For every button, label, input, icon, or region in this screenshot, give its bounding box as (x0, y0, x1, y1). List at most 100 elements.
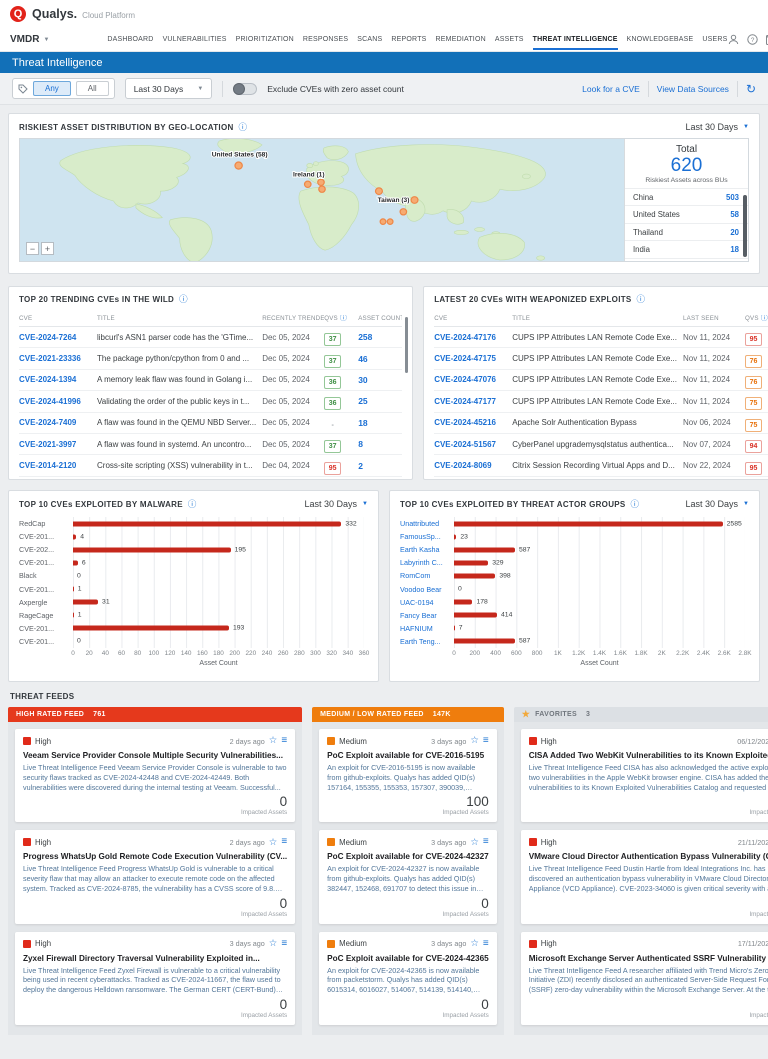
chart-bar[interactable] (454, 612, 498, 618)
geo-country-row[interactable]: India 18 (625, 240, 748, 258)
cve-link[interactable]: CVE-2021-3997 (19, 439, 77, 449)
star-icon[interactable]: ☆ (268, 836, 278, 848)
chart-bar[interactable] (454, 599, 473, 605)
asset-count-link[interactable]: 258 (358, 332, 373, 343)
column-header-qvs[interactable]: QVS ⓘ (324, 314, 348, 322)
nav-threat-intelligence[interactable]: THREAT INTELLIGENCE (532, 30, 618, 50)
chart-bar[interactable] (73, 521, 342, 527)
feed-card-title[interactable]: Zyxel Firewall Directory Traversal Vulne… (23, 953, 260, 963)
asset-count-link[interactable]: 18 (358, 417, 368, 428)
exclude-zero-assets-toggle[interactable] (233, 82, 258, 95)
chart-category-label[interactable]: CVE-201... (19, 532, 55, 542)
chart-category-label[interactable]: Earth Teng... (400, 636, 441, 646)
chart-bar[interactable] (454, 534, 457, 540)
nav-responses[interactable]: RESPONSES (302, 35, 349, 43)
cve-link[interactable]: CVE-2014-2120 (19, 461, 77, 471)
cve-link[interactable]: CVE-2021-23336 (19, 354, 81, 364)
star-icon[interactable]: ☆ (268, 937, 278, 949)
info-icon[interactable]: ⓘ (339, 314, 348, 322)
impacted-assets-count[interactable]: 100 (466, 794, 489, 810)
geo-date-range-select[interactable]: Last 30 Days ▼ (686, 122, 749, 132)
nav-assets[interactable]: ASSETS (494, 35, 524, 43)
info-icon[interactable]: ⓘ (179, 294, 188, 305)
asset-count-link[interactable]: 25 (358, 396, 368, 407)
feed-card-title[interactable]: PoC Exploit available for CVE-2024-42365 (327, 953, 489, 963)
chart-bar[interactable] (73, 599, 99, 605)
nav-users[interactable]: USERS (702, 35, 728, 43)
chart-bar[interactable] (73, 625, 229, 631)
chart-category-label[interactable]: Black (19, 571, 37, 581)
feed-card[interactable]: High 2 days ago ☆ ≡ Progress WhatsUp Gold Re… (15, 830, 296, 924)
cve-link[interactable]: CVE-2024-45216 (434, 418, 497, 428)
impacted-assets-count[interactable]: 0 (529, 896, 768, 911)
date-range-select[interactable]: Last 30 Days ▼ (124, 78, 213, 99)
chart-category-label[interactable]: HAFNIUM (400, 623, 433, 633)
nav-knowledgebase[interactable]: KNOWLEDGEBASE (626, 35, 694, 43)
refresh-icon[interactable]: ↻ (745, 81, 756, 96)
scrollbar[interactable] (743, 195, 747, 257)
chart-bar[interactable] (454, 625, 455, 631)
nav-remediation[interactable]: REMEDIATION (435, 35, 486, 43)
geo-country-row[interactable]: China 503 (625, 187, 748, 206)
chart-category-label[interactable]: CVE-201... (19, 623, 55, 633)
geo-country-row[interactable]: United States 58 (625, 205, 748, 223)
chart-bar[interactable] (73, 560, 78, 566)
geo-country-value[interactable]: 58 (730, 210, 739, 220)
column-header-asset-count[interactable]: ASSET COUNT ↓ (358, 314, 403, 322)
geo-country-row[interactable]: South Korea10 (625, 257, 748, 261)
chart-category-label[interactable]: FamousSp... (400, 532, 441, 542)
chart-category-label[interactable]: CVE-201... (19, 558, 55, 568)
info-icon[interactable]: ⓘ (636, 294, 646, 305)
nav-reports[interactable]: REPORTS (391, 35, 427, 43)
cve-link[interactable]: CVE-2024-47076 (434, 375, 497, 385)
geo-country-value[interactable]: 18 (730, 245, 739, 255)
user-icon[interactable] (728, 34, 739, 45)
impacted-assets-count[interactable]: 2 (529, 997, 768, 1012)
scrollbar[interactable] (404, 317, 409, 373)
menu-icon[interactable]: ≡ (281, 937, 288, 949)
asset-count-link[interactable]: 30 (358, 374, 368, 385)
cve-link[interactable]: CVE-2024-51567 (434, 439, 497, 449)
feed-card-title[interactable]: PoC Exploit available for CVE-2024-42327 (327, 852, 489, 862)
threat-actor-chart-date-range-select[interactable]: Last 30 Days ▼ (686, 499, 749, 509)
info-icon[interactable]: ⓘ (760, 314, 768, 322)
menu-icon[interactable]: ≡ (281, 836, 288, 848)
feed-card-title[interactable]: Veeam Service Provider Console Multiple … (23, 751, 283, 760)
asset-count-link[interactable]: 46 (358, 353, 368, 364)
info-icon[interactable]: ⓘ (630, 498, 640, 509)
column-header-recently-trended-on[interactable]: RECENTLY TRENDED ON (262, 314, 325, 322)
chart-bar[interactable] (73, 547, 231, 553)
menu-icon[interactable]: ≡ (482, 937, 489, 949)
asset-count-link[interactable]: 2 (358, 460, 363, 471)
column-header-last-seen[interactable]: LAST SEEN (683, 314, 719, 322)
chart-bar[interactable] (454, 573, 496, 579)
chart-category-label[interactable]: RomCom (400, 571, 431, 581)
impacted-assets-count[interactable]: 0 (481, 895, 489, 911)
view-data-sources-link[interactable]: View Data Sources (656, 83, 729, 94)
chart-bar[interactable] (454, 638, 515, 644)
cve-link[interactable]: CVE-2024-47175 (434, 354, 497, 364)
feed-card-title[interactable]: PoC Exploit available for CVE-2016-5195 (327, 751, 485, 760)
info-icon[interactable]: ⓘ (238, 121, 248, 132)
cve-link[interactable]: CVE-2024-7264 (19, 332, 77, 342)
feed-card[interactable]: Medium 3 days ago ☆ ≡ PoC Exploit available … (319, 729, 497, 823)
column-header-cve[interactable]: CVE (19, 314, 33, 322)
star-icon[interactable]: ☆ (268, 735, 278, 747)
info-icon[interactable]: ⓘ (187, 498, 197, 509)
look-for-cve-link[interactable]: Look for a CVE (582, 83, 640, 94)
feed-card-title[interactable]: Progress WhatsUp Gold Remote Code Execut… (23, 852, 288, 862)
chart-bar[interactable] (73, 586, 74, 592)
impacted-assets-count[interactable]: 39 (529, 794, 768, 809)
chart-bar[interactable] (73, 612, 74, 618)
feed-card[interactable]: High 2 days ago ☆ ≡ Veeam Service Provider C… (15, 729, 296, 823)
app-selector-vmdr[interactable]: VMDR ▼ (10, 34, 49, 45)
nav-dashboard[interactable]: DASHBOARD (107, 35, 154, 43)
star-icon[interactable]: ☆ (470, 735, 479, 747)
chart-bar[interactable] (454, 547, 515, 553)
chart-category-label[interactable]: CVE-201... (19, 636, 55, 646)
tag-match-any-button[interactable]: Any (33, 81, 71, 96)
menu-icon[interactable]: ≡ (281, 735, 288, 746)
feed-card[interactable]: High 3 days ago ☆ ≡ Zyxel Firewall Directory… (15, 931, 296, 1026)
nav-vulnerabilities[interactable]: VULNERABILITIES (162, 35, 227, 43)
